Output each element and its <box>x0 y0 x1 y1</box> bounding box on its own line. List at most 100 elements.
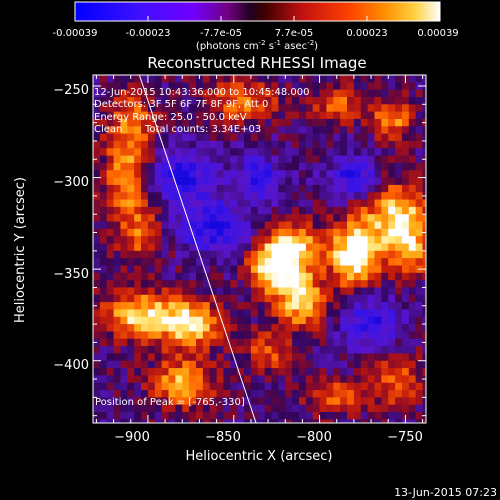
heatmap-cell <box>374 250 382 259</box>
heatmap-cell <box>237 75 245 83</box>
heatmap-cell <box>374 258 382 267</box>
heatmap-cell <box>353 360 362 369</box>
heatmap-cell <box>244 331 252 340</box>
heatmap-cell <box>395 316 403 325</box>
heatmap-cell <box>401 126 410 135</box>
heatmap-cell <box>395 214 403 223</box>
heatmap-cell <box>271 287 279 296</box>
heatmap-cell <box>298 302 307 311</box>
heatmap-cell <box>333 221 341 230</box>
heatmap-cell <box>374 302 382 311</box>
heatmap-cell <box>99 82 108 91</box>
heatmap-cell <box>120 302 128 311</box>
heatmap-cell <box>223 272 231 281</box>
heatmap-cell <box>127 140 135 149</box>
heatmap-cell <box>381 236 389 245</box>
heatmap-cell <box>395 192 403 201</box>
heatmap-cell <box>326 140 334 149</box>
heatmap-cell <box>319 75 328 83</box>
heatmap-cell <box>278 118 286 127</box>
heatmap-cell <box>175 243 183 252</box>
heatmap-cell <box>127 82 135 91</box>
heatmap-cell <box>257 390 266 398</box>
heatmap-cell <box>168 148 176 157</box>
heatmap-cell <box>189 331 197 340</box>
heatmap-cell <box>147 353 156 362</box>
heatmap-cell <box>127 155 135 164</box>
heatmap-cell <box>189 302 197 311</box>
heatmap-cell <box>333 184 341 193</box>
heatmap-cell <box>147 316 156 325</box>
heatmap-cell <box>353 140 362 149</box>
heatmap-cell <box>168 96 176 105</box>
heatmap-cell <box>340 118 348 127</box>
heatmap-cell <box>347 324 355 333</box>
heatmap-cell <box>175 184 183 193</box>
heatmap-cell <box>401 302 410 311</box>
heatmap-cell <box>360 280 369 289</box>
heatmap-cell <box>285 375 293 384</box>
heatmap-cell <box>326 331 334 340</box>
heatmap-cell <box>106 89 115 98</box>
heatmap-cell <box>182 75 190 83</box>
heatmap-cell <box>182 192 190 201</box>
heatmap-cell <box>182 214 190 223</box>
heatmap-cell <box>374 294 382 303</box>
heatmap-cell <box>298 89 307 98</box>
heatmap-cell <box>202 397 211 406</box>
heatmap-cell <box>257 375 266 384</box>
heatmap-cell <box>333 368 341 376</box>
heatmap-cell <box>99 375 108 384</box>
colorbar-tick-label: 0.00039 <box>417 28 458 39</box>
heatmap-cell <box>401 140 410 149</box>
heatmap-cell <box>182 243 190 252</box>
heatmap-cell <box>353 133 362 142</box>
heatmap-cell <box>422 353 426 362</box>
heatmap-cell <box>415 316 424 325</box>
heatmap-cell <box>422 148 426 157</box>
heatmap-cell <box>278 419 286 423</box>
heatmap-cell <box>154 111 163 120</box>
heatmap-cell <box>223 162 231 171</box>
heatmap-cell <box>113 155 122 164</box>
heatmap-cell <box>106 390 115 398</box>
heatmap-cell <box>388 148 396 157</box>
heatmap-cell <box>237 265 245 274</box>
heatmap-cell <box>353 199 362 208</box>
heatmap-cell <box>367 155 376 164</box>
heatmap-cell <box>367 287 376 296</box>
heatmap-cell <box>141 199 149 208</box>
heatmap-cell <box>292 360 300 369</box>
heatmap-cell <box>257 82 266 91</box>
heatmap-cell <box>285 199 293 208</box>
heatmap-cell <box>134 294 142 303</box>
heatmap-cell <box>408 331 417 340</box>
heatmap-cell <box>141 258 149 267</box>
heatmap-cell <box>209 346 218 354</box>
heatmap-cell <box>99 155 108 164</box>
heatmap-cell <box>326 302 334 311</box>
heatmap-cell <box>271 221 279 230</box>
heatmap-cell <box>278 133 286 142</box>
heatmap-cell <box>312 316 321 325</box>
heatmap-cell <box>367 390 376 398</box>
heatmap-cell <box>347 309 355 318</box>
heatmap-cell <box>305 170 314 179</box>
heatmap-cell <box>168 236 176 245</box>
heatmap-cell <box>292 82 300 91</box>
heatmap-cell <box>264 397 273 406</box>
heatmap-cell <box>388 353 396 362</box>
heatmap-cell <box>408 89 417 98</box>
heatmap-cell <box>209 390 218 398</box>
heatmap-cell <box>182 206 190 215</box>
heatmap-cell <box>374 280 382 289</box>
heatmap-cell <box>340 397 348 406</box>
heatmap-cell <box>298 397 307 406</box>
heatmap-cell <box>154 228 163 237</box>
heatmap-cell <box>154 140 163 149</box>
heatmap-cell <box>319 96 328 105</box>
heatmap-cell <box>305 287 314 296</box>
heatmap-cell <box>168 184 176 193</box>
y-tick-label: −250 <box>53 83 89 98</box>
heatmap-cell <box>374 331 382 340</box>
